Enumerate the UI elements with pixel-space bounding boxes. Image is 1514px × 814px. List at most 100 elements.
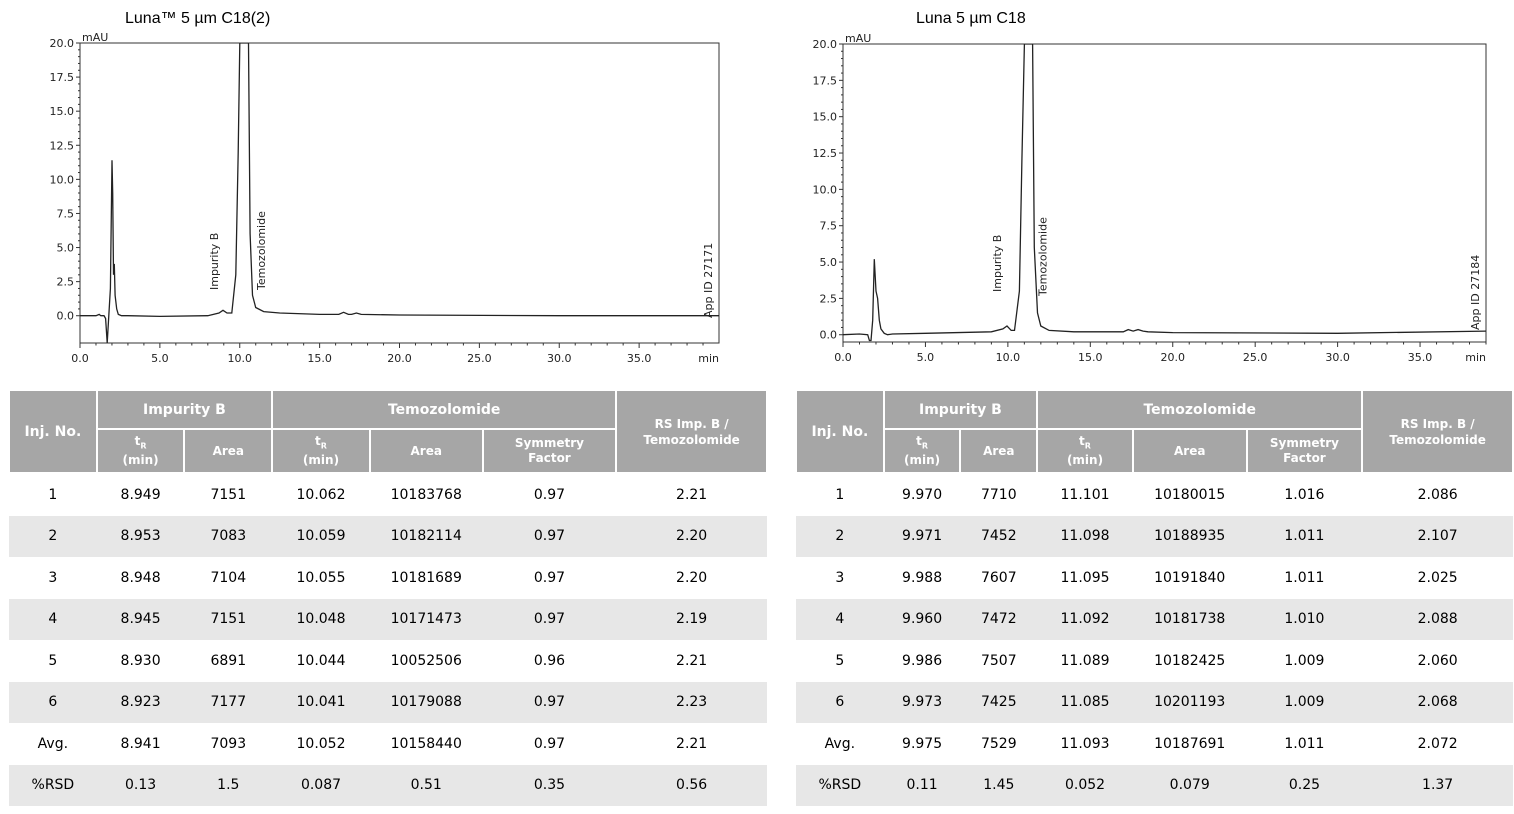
tem-tr-cell: 10.044 bbox=[296, 652, 346, 669]
inj-no-cell: %RSD bbox=[9, 764, 97, 806]
rs-cell: 2.088 bbox=[1362, 598, 1513, 640]
y-tick-label: 5.0 bbox=[820, 256, 838, 269]
imp-area-cell: 7607 bbox=[980, 569, 1017, 586]
rs-cell: 2.068 bbox=[1362, 681, 1513, 723]
y-axis-label: mAU bbox=[82, 31, 108, 44]
symmetry-header: Symmetry Factor bbox=[481, 428, 618, 474]
y-tick-label: 12.5 bbox=[50, 139, 75, 152]
temozolomide-header: Temozolomide bbox=[271, 389, 618, 430]
rs-cell: 2.21 bbox=[676, 486, 708, 503]
y-tick-label: 7.5 bbox=[57, 207, 75, 220]
y-tick-label: 12.5 bbox=[813, 147, 838, 160]
symmetry-cell: 1.011 bbox=[1284, 569, 1325, 586]
y-tick-label: 5.0 bbox=[57, 242, 75, 255]
y-tick-label: 2.5 bbox=[820, 292, 838, 305]
results-table: Inj. No. Impurity B Temozolomide RS Imp.… bbox=[8, 389, 768, 806]
y-tick-label: 0.0 bbox=[820, 329, 838, 342]
rs-header-line1: RS Imp. B / bbox=[1400, 416, 1475, 431]
table-row: 3 9.988 7607 11.095 10191840 1.011 2.025 bbox=[796, 557, 1513, 599]
imp-tr-cell: 8.948 bbox=[120, 569, 161, 586]
symmetry-cell: 0.96 bbox=[533, 652, 566, 669]
x-tick-label: 35.0 bbox=[1408, 351, 1433, 364]
rs-cell: 2.086 bbox=[1417, 486, 1458, 503]
imp-tr-cell: 0.13 bbox=[96, 764, 185, 806]
chromatogram-trace bbox=[80, 43, 719, 343]
imp-area-cell: 7151 bbox=[210, 486, 247, 503]
symmetry-cell: 0.97 bbox=[482, 598, 617, 640]
symmetry-cell: 1.016 bbox=[1284, 486, 1325, 503]
x-tick-label: 5.0 bbox=[917, 351, 935, 364]
inj-no-cell: 1 bbox=[48, 486, 58, 503]
tem-area-cell: 0.51 bbox=[369, 764, 483, 806]
symmetry-cell: 1.011 bbox=[1246, 515, 1363, 557]
y-tick-label: 10.0 bbox=[813, 183, 838, 196]
tem-area-cell: 10181738 bbox=[1132, 598, 1247, 640]
x-tick-label: 20.0 bbox=[387, 352, 412, 365]
tem-tr-cell: 11.085 bbox=[1037, 681, 1133, 723]
y-tick-label: 15.0 bbox=[813, 111, 838, 124]
tem-tr-cell: 10.041 bbox=[272, 681, 370, 723]
imp-tr-cell: 9.960 bbox=[883, 598, 961, 640]
tem-area-cell: 10188935 bbox=[1132, 515, 1247, 557]
imp-tr-cell: 9.971 bbox=[883, 515, 961, 557]
y-tick-label: 17.5 bbox=[50, 71, 75, 84]
symmetry-cell: 1.010 bbox=[1246, 598, 1363, 640]
tem-area-cell: 10191840 bbox=[1154, 569, 1226, 586]
inj-no-cell: 6 bbox=[796, 681, 884, 723]
chromatogram-chart: 0.0 2.5 5.0 7.5 10.0 12.5 15.0 17.5 20.0 0.0 5.0 10… bbox=[813, 32, 1487, 364]
tem-tr-cell: 11.095 bbox=[1060, 569, 1110, 586]
table-row: Avg. 9.975 7529 11.093 10187691 1.011 2.072 bbox=[796, 723, 1513, 765]
x-axis-label: min bbox=[698, 352, 719, 365]
rs-header-line2: Temozolomide bbox=[643, 432, 740, 447]
imp-tr-cell: 8.953 bbox=[96, 515, 185, 557]
x-tick-label: 25.0 bbox=[467, 352, 492, 365]
area-header: Area bbox=[368, 428, 484, 474]
inj-no-cell: 4 bbox=[796, 598, 884, 640]
inj-no-cell: 4 bbox=[9, 598, 97, 640]
tr-header: tR (min) bbox=[882, 428, 962, 474]
inj-no-header: Inj. No. bbox=[8, 389, 98, 474]
y-tick-label: 20.0 bbox=[813, 38, 838, 51]
table-row: 6 9.973 7425 11.085 10201193 1.009 2.068 bbox=[796, 681, 1513, 723]
imp-area-cell: 7177 bbox=[184, 681, 273, 723]
tem-tr-cell: 10.059 bbox=[272, 515, 370, 557]
inj-no-cell: Avg. bbox=[37, 735, 69, 752]
tem-area-cell: 10180015 bbox=[1154, 486, 1226, 503]
inj-no-cell: 3 bbox=[48, 569, 58, 586]
area-header: Area bbox=[959, 428, 1039, 474]
y-tick-label: 2.5 bbox=[57, 276, 75, 289]
symmetry-cell: 0.35 bbox=[482, 764, 617, 806]
imp-tr-cell: 9.986 bbox=[902, 652, 943, 669]
plot-frame bbox=[842, 43, 1487, 343]
tem-tr-cell: 11.092 bbox=[1037, 598, 1133, 640]
tr-header: tR (min) bbox=[95, 428, 186, 474]
x-tick-label: 30.0 bbox=[547, 352, 572, 365]
chromatogram-panel-left: Luna™ 5 µm C18(2) 0.0 2.5 5.0 7.5 10.0 12.5 15… bbox=[8, 10, 768, 806]
tem-area-cell: 10183768 bbox=[390, 486, 462, 503]
symmetry-cell: 0.97 bbox=[533, 735, 566, 752]
tem-area-cell: 10171473 bbox=[369, 598, 483, 640]
inj-no-cell: %RSD bbox=[796, 764, 884, 806]
imp-area-cell: 7507 bbox=[980, 652, 1017, 669]
inj-no-cell: 5 bbox=[48, 652, 58, 669]
inj-no-cell: 6 bbox=[9, 681, 97, 723]
y-tick-label: 7.5 bbox=[820, 220, 838, 233]
x-tick-label: 10.0 bbox=[996, 351, 1021, 364]
x-axis-label: min bbox=[1465, 351, 1486, 364]
tem-tr-cell: 10.055 bbox=[296, 569, 346, 586]
table-row: 5 9.986 7507 11.089 10182425 1.009 2.060 bbox=[796, 640, 1513, 682]
table-row: 4 9.960 7472 11.092 10181738 1.010 2.088 bbox=[796, 598, 1513, 640]
table-row: 6 8.923 7177 10.041 10179088 0.97 2.23 bbox=[9, 681, 767, 723]
x-tick-label: 5.0 bbox=[151, 352, 169, 365]
imp-tr-cell: 8.941 bbox=[120, 735, 161, 752]
symmetry-cell: 0.25 bbox=[1246, 764, 1363, 806]
tem-tr-cell: 11.093 bbox=[1060, 735, 1110, 752]
symmetry-cell: 0.97 bbox=[482, 515, 617, 557]
imp-area-cell: 6891 bbox=[210, 652, 247, 669]
inj-no-cell: 2 bbox=[9, 515, 97, 557]
x-tick-label: 0.0 bbox=[71, 352, 89, 365]
imp-area-cell: 7529 bbox=[980, 735, 1017, 752]
imp-tr-cell: 9.970 bbox=[902, 486, 943, 503]
tem-tr-cell: 0.052 bbox=[1037, 764, 1133, 806]
imp-tr-cell: 8.945 bbox=[96, 598, 185, 640]
